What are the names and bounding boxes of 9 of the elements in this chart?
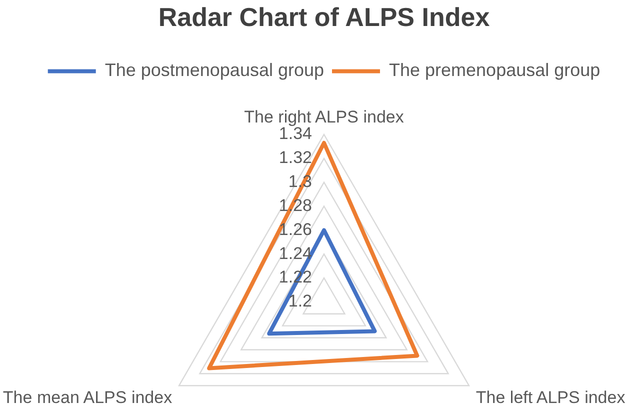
legend-label: The premenopausal group (389, 60, 600, 80)
y-tick-label: 1.32 (278, 148, 312, 168)
spoke-label: The mean ALPS index (2, 388, 173, 407)
spoke-label: The right ALPS index (244, 108, 404, 127)
spoke-label: The left ALPS index (476, 388, 626, 407)
legend-label: The postmenopausal group (104, 60, 324, 80)
chart-title: Radar Chart of ALPS Index (158, 2, 490, 32)
y-tick-label: 1.26 (278, 220, 312, 239)
y-tick-label: 1.2 (288, 292, 312, 311)
